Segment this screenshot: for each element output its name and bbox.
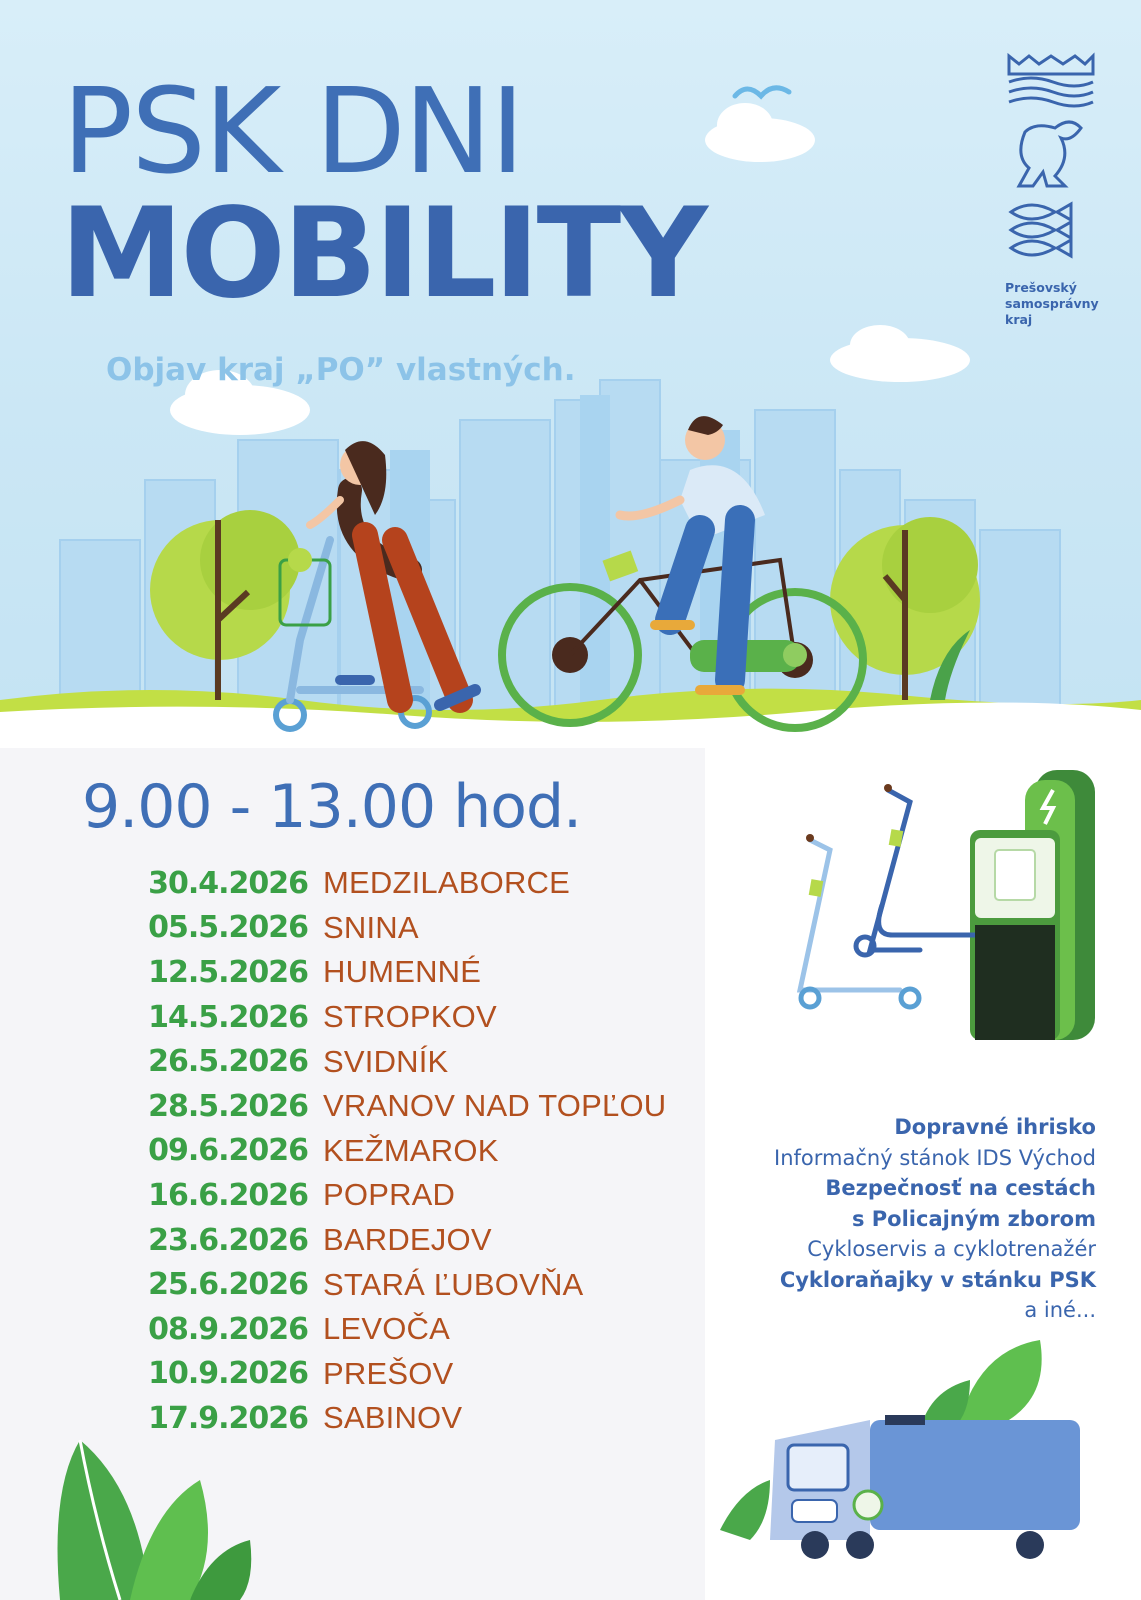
city-skyline-icon — [0, 85, 1141, 748]
schedule-row: 16.6.2026 POPRAD — [118, 1173, 718, 1218]
schedule-row: 26.5.2026 SVIDNÍK — [118, 1039, 718, 1084]
leaf-icon — [57, 1439, 252, 1600]
psk-crest-icon — [1007, 52, 1095, 259]
electric-truck-icon — [720, 1340, 1080, 1559]
event-date: 09.6.2026 — [148, 1133, 309, 1169]
schedule-panel — [0, 748, 705, 1600]
event-town: STARÁ ĽUBOVŇA — [323, 1266, 584, 1302]
title-line-1: PSK DNI — [62, 62, 525, 200]
activity-item: Informačný stánok IDS Východ — [774, 1145, 1096, 1170]
event-town: VRANOV NAD TOPĽOU — [323, 1088, 667, 1124]
event-town: MEDZILABORCE — [323, 865, 570, 901]
event-date: 10.9.2026 — [148, 1356, 309, 1392]
cloud-icon — [170, 103, 970, 435]
event-date: 14.5.2026 — [148, 999, 309, 1035]
event-town: SNINA — [323, 909, 419, 945]
event-town: KEŽMAROK — [323, 1132, 499, 1168]
woman-on-scooter-icon — [273, 441, 481, 732]
schedule-row: 08.9.2026 LEVOČA — [118, 1307, 718, 1352]
schedule-row: 09.6.2026 KEŽMAROK — [118, 1129, 718, 1174]
schedule-row: 28.5.2026 VRANOV NAD TOPĽOU — [118, 1084, 718, 1129]
schedule-row: 14.5.2026 STROPKOV — [118, 995, 718, 1040]
scooter-charging-station-icon — [796, 770, 1095, 1040]
event-town: LEVOČA — [323, 1311, 450, 1347]
man-on-ebike-icon — [498, 416, 867, 732]
activity-item: Cykloservis a cyklotrenažér — [807, 1237, 1096, 1261]
event-town: STROPKOV — [323, 999, 497, 1035]
event-town: POPRAD — [323, 1177, 456, 1213]
hero-banner: PSK DNI MOBILITY Objav kraj „PO” vlastný… — [0, 0, 1141, 748]
schedule-row: 17.9.2026 SABINOV — [118, 1396, 718, 1441]
opening-hours: 9.00 - 13.00 hod. — [82, 772, 582, 842]
logo-text-line: Prešovský — [1005, 280, 1077, 295]
subtitle: Objav kraj „PO” vlastných. — [106, 352, 576, 388]
schedule-row: 10.9.2026 PREŠOV — [118, 1352, 718, 1397]
activity-item: s Policajným zborom — [851, 1206, 1096, 1231]
event-date: 16.6.2026 — [148, 1177, 309, 1213]
logo-text-line: kraj — [1005, 312, 1033, 327]
event-date: 08.9.2026 — [148, 1311, 309, 1347]
event-town: SVIDNÍK — [323, 1043, 449, 1079]
schedule-row: 12.5.2026 HUMENNÉ — [118, 950, 718, 995]
activity-item: Cykloraňajky v stánku PSK — [779, 1267, 1096, 1292]
schedule-row: 30.4.2026 MEDZILABORCE — [118, 861, 718, 906]
title-line-2: MOBILITY — [60, 182, 708, 326]
leaf-icon — [930, 630, 970, 700]
event-date: 25.6.2026 — [148, 1267, 309, 1303]
tree-icon — [150, 510, 300, 700]
schedule-row: 23.6.2026 BARDEJOV — [118, 1218, 718, 1263]
event-town: HUMENNÉ — [323, 954, 482, 990]
logo-text-line: samosprávny — [1005, 296, 1099, 311]
event-date: 23.6.2026 — [148, 1222, 309, 1258]
schedule-row: 25.6.2026 STARÁ ĽUBOVŇA — [118, 1262, 718, 1307]
activity-item: Dopravné ihrisko — [894, 1115, 1096, 1139]
bird-icon — [732, 85, 792, 100]
event-date: 05.5.2026 — [148, 910, 309, 946]
event-date: 28.5.2026 — [148, 1088, 309, 1124]
schedule-row: 05.5.2026 SNINA — [118, 906, 718, 951]
tree-icon — [830, 517, 980, 700]
event-date: 17.9.2026 — [148, 1400, 309, 1436]
event-date: 26.5.2026 — [148, 1044, 309, 1080]
activity-item: a iné... — [1024, 1298, 1096, 1322]
event-town: BARDEJOV — [323, 1222, 492, 1258]
activities-list: Dopravné ihrisko Informačný stánok IDS V… — [700, 1112, 1096, 1326]
schedule-list: 30.4.2026 MEDZILABORCE 05.5.2026 SNINA 12.… — [118, 861, 718, 1441]
event-town: SABINOV — [323, 1400, 463, 1436]
event-town: PREŠOV — [323, 1355, 454, 1391]
activity-item: Bezpečnosť na cestách — [825, 1176, 1096, 1200]
logo-text: Prešovský samosprávny kraj — [1005, 280, 1115, 328]
event-date: 30.4.2026 — [148, 865, 309, 901]
event-date: 12.5.2026 — [148, 954, 309, 990]
